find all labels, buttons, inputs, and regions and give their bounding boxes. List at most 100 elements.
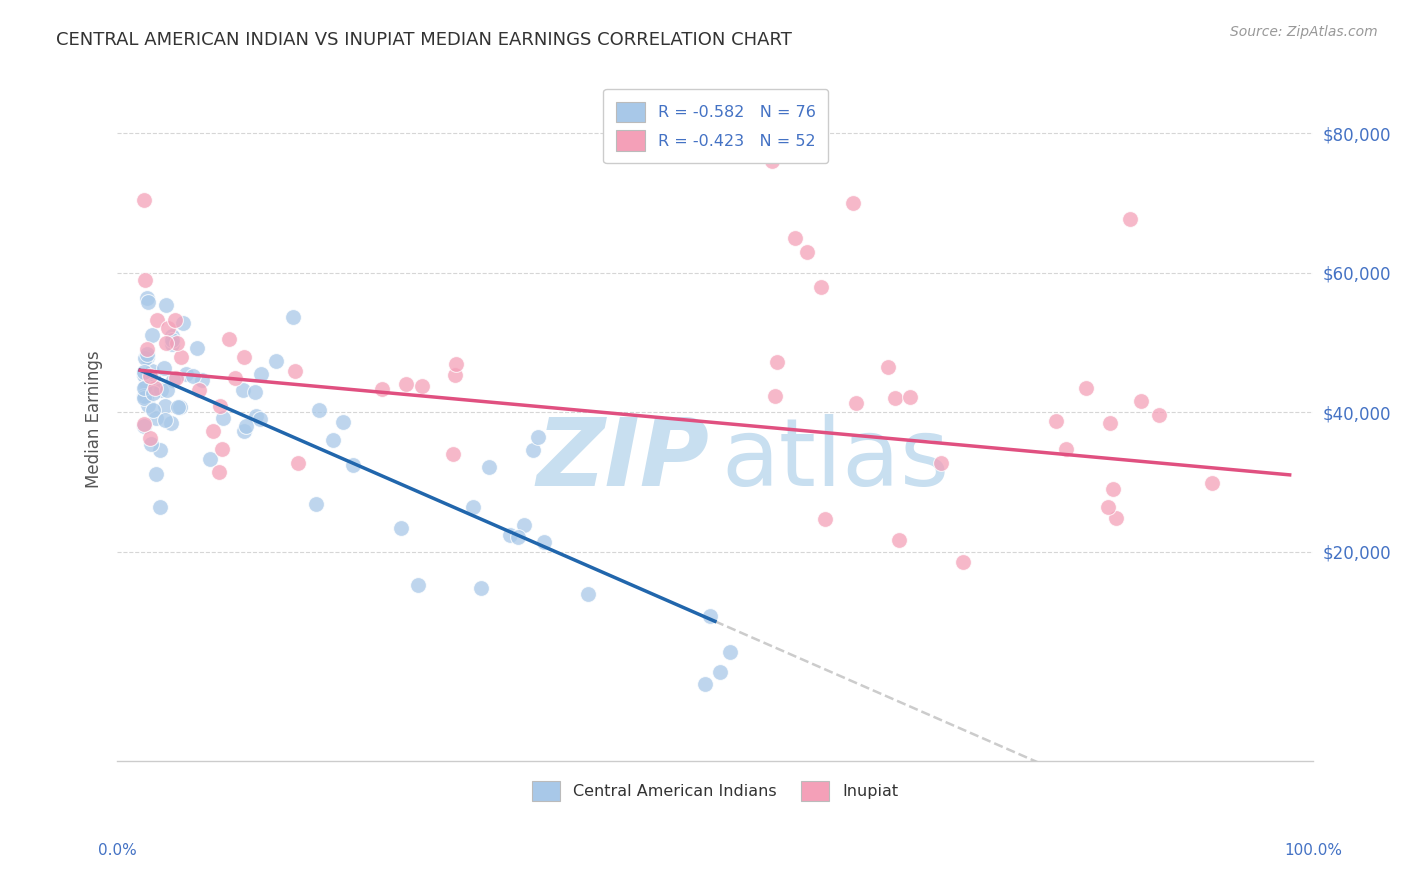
Text: ZIP: ZIP [536, 414, 709, 506]
Point [136, 291, 159, 305]
Point [132, 391, 155, 405]
Point [249, 412, 271, 426]
Point [284, 364, 307, 378]
Point [952, 555, 974, 569]
Point [250, 367, 273, 381]
Point [132, 365, 155, 379]
Point [134, 351, 156, 365]
Point [444, 357, 467, 371]
Point [235, 419, 257, 434]
Point [411, 379, 433, 393]
Point [845, 396, 868, 410]
Point [693, 677, 716, 691]
Point [134, 193, 156, 207]
Point [395, 376, 418, 391]
Point [1045, 414, 1067, 428]
Point [181, 369, 204, 384]
Point [441, 447, 464, 461]
Point [142, 385, 165, 400]
Point [308, 403, 330, 417]
Point [149, 443, 172, 458]
Point [305, 497, 328, 511]
Text: Source: ZipAtlas.com: Source: ZipAtlas.com [1230, 25, 1378, 39]
Y-axis label: Median Earnings: Median Earnings [86, 351, 103, 488]
Point [146, 313, 169, 327]
Point [156, 383, 179, 397]
Point [155, 413, 177, 427]
Point [461, 500, 484, 514]
Point [142, 403, 165, 417]
Point [332, 415, 354, 429]
Point [166, 400, 188, 414]
Point [245, 384, 267, 399]
Point [212, 410, 235, 425]
Point [208, 466, 231, 480]
Point [814, 512, 837, 526]
Point [141, 364, 163, 378]
Point [1101, 482, 1123, 496]
Point [157, 321, 180, 335]
Point [842, 196, 865, 211]
Point [169, 400, 191, 414]
Point [136, 346, 159, 360]
Point [162, 373, 184, 387]
Point [136, 349, 159, 363]
Point [145, 467, 167, 482]
Point [929, 456, 952, 470]
Point [245, 409, 267, 424]
Point [187, 383, 209, 397]
Point [1097, 500, 1119, 514]
Point [160, 337, 183, 351]
Point [1104, 511, 1126, 525]
Point [533, 534, 555, 549]
Text: 100.0%: 100.0% [1285, 843, 1343, 858]
Point [132, 418, 155, 433]
Point [264, 354, 287, 368]
Point [877, 360, 900, 375]
Text: atlas: atlas [721, 414, 949, 506]
Point [898, 390, 921, 404]
Point [160, 329, 183, 343]
Point [810, 280, 832, 294]
Point [887, 533, 910, 548]
Point [132, 417, 155, 431]
Point [287, 456, 309, 470]
Point [136, 294, 159, 309]
Point [132, 368, 155, 383]
Point [718, 645, 741, 659]
Point [142, 370, 165, 384]
Point [499, 528, 522, 542]
Point [1054, 442, 1077, 457]
Point [134, 272, 156, 286]
Point [135, 343, 157, 357]
Point [132, 389, 155, 403]
Point [198, 452, 221, 467]
Point [152, 360, 174, 375]
Point [174, 367, 197, 381]
Point [139, 437, 162, 451]
Point [135, 389, 157, 403]
Point [211, 442, 233, 457]
Point [155, 298, 177, 312]
Point [342, 458, 364, 472]
Point [208, 399, 231, 413]
Point [169, 350, 191, 364]
Point [444, 368, 467, 382]
Point [232, 383, 254, 397]
Point [165, 371, 187, 385]
Point [512, 518, 534, 533]
Point [139, 431, 162, 445]
Point [766, 355, 789, 369]
Point [406, 578, 429, 592]
Point [1098, 416, 1121, 430]
Point [1129, 394, 1152, 409]
Point [576, 586, 599, 600]
Point [153, 400, 176, 414]
Point [1074, 381, 1097, 395]
Point [796, 244, 818, 259]
Point [135, 375, 157, 389]
Point [281, 310, 304, 324]
Point [233, 424, 256, 438]
Point [155, 335, 177, 350]
Point [166, 336, 188, 351]
